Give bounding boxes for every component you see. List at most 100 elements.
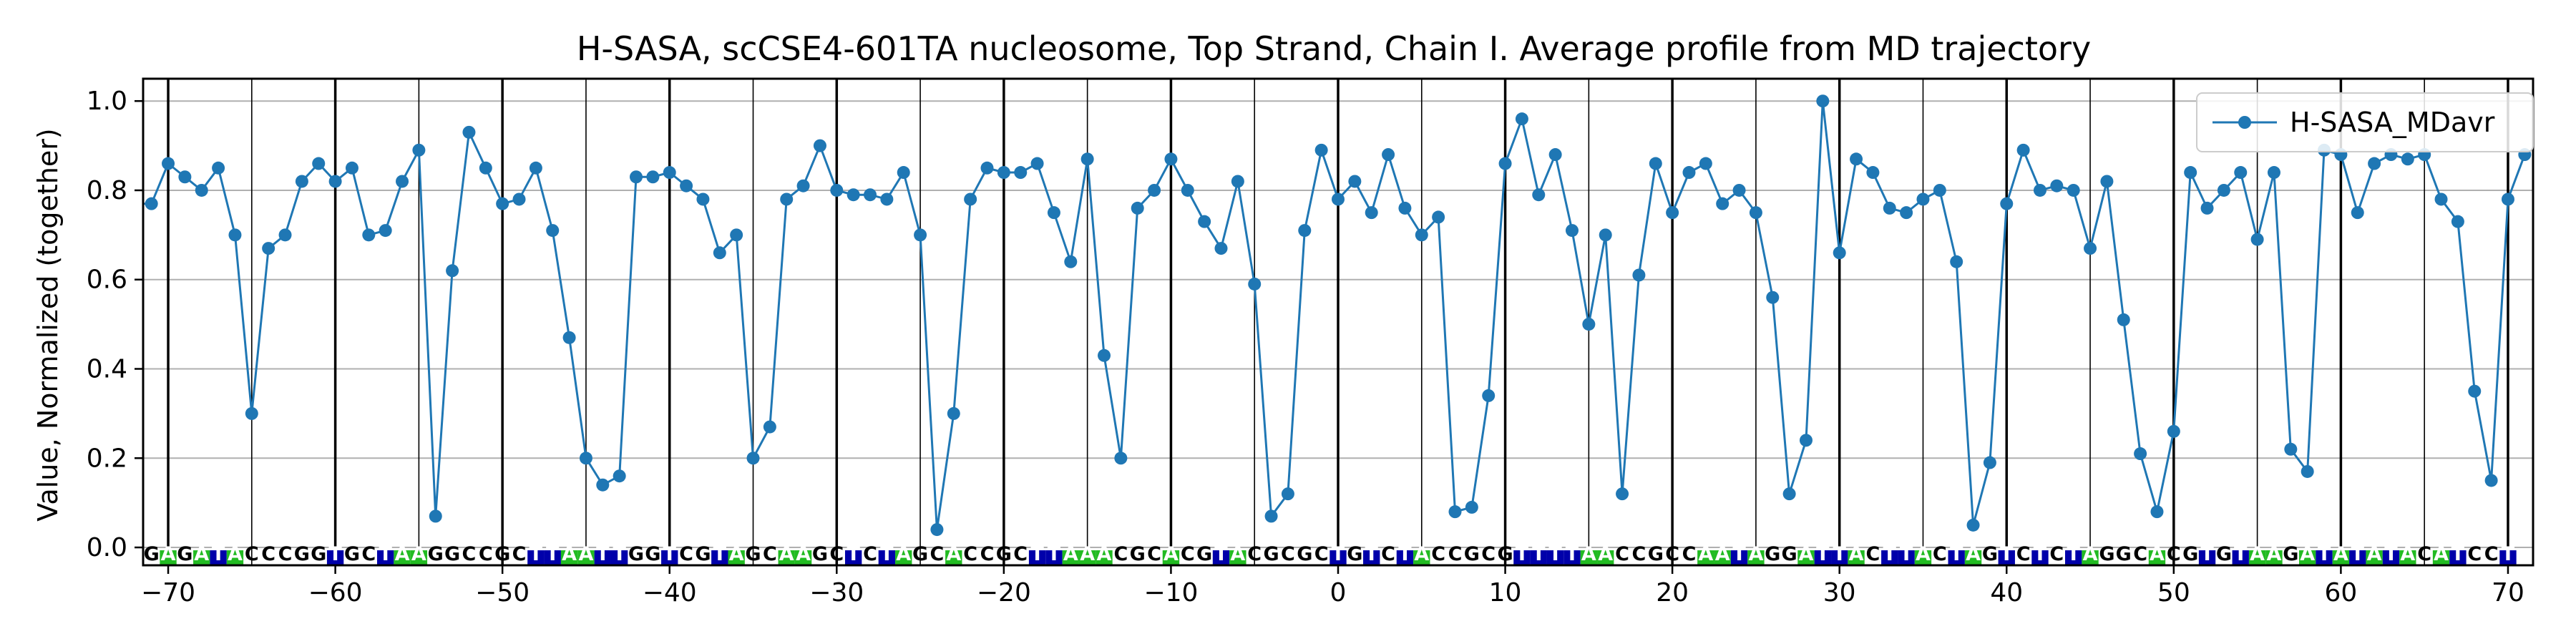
data-point (462, 125, 476, 139)
data-point (1314, 143, 1328, 157)
sequence-base-letter: A (1966, 543, 1981, 565)
data-point (1248, 277, 1262, 291)
data-point (1716, 197, 1729, 210)
data-point (830, 183, 844, 197)
y-axis-label: Value, Normalized (together) (32, 128, 64, 521)
data-point (2100, 175, 2114, 188)
sequence-base-letter: C (1665, 543, 1679, 565)
sequence-base-letter: A (1849, 543, 1864, 565)
data-point (1900, 206, 1913, 220)
sequence-base-box (193, 550, 210, 565)
sequence-base-box (1212, 550, 1230, 565)
data-point (529, 161, 542, 175)
sequence-base-box (326, 550, 344, 565)
data-point (2484, 474, 2498, 487)
sequence-base-letter: T (1950, 543, 1963, 565)
sequence-base-box (1831, 550, 1848, 565)
sequence-base-box (1563, 550, 1581, 565)
sequence-base-box (2082, 550, 2099, 565)
sequence-base-letter: T (2200, 543, 2214, 565)
sequence-base-letter: C (763, 543, 777, 565)
sequence-base-letter: A (562, 543, 577, 565)
sequence-base-letter: G (294, 543, 310, 565)
sequence-base-box (1597, 550, 1614, 565)
sequence-base-letter: T (1214, 543, 1228, 565)
sequence-base-letter: A (1799, 543, 1814, 565)
sequence-base-box (1330, 550, 1347, 565)
sequence-base-letter: A (2267, 543, 2282, 565)
data-point (1264, 509, 1278, 523)
sequence-base-letter: C (1682, 543, 1697, 565)
sequence-base-box (1898, 550, 1915, 565)
sequence-base-box (1797, 550, 1815, 565)
data-point (1766, 291, 1780, 304)
x-tick-label: −40 (643, 578, 697, 608)
data-point (278, 228, 292, 242)
data-point (1666, 206, 1679, 220)
sequence-base-box (844, 550, 862, 565)
sequence-base-box (1848, 550, 1865, 565)
sequence-base-letter: A (1063, 543, 1078, 565)
sequence-base-box (1914, 550, 1932, 565)
sequence-base-letter: C (679, 543, 693, 565)
sequence-base-box (1964, 550, 1982, 565)
sequence-base-letter: C (2049, 543, 2064, 565)
sequence-base-box (945, 550, 962, 565)
sequence-base-letter: C (1431, 543, 1445, 565)
sequence-base-letter: G (1196, 543, 1212, 565)
data-point (914, 228, 927, 242)
sequence-base-box (226, 550, 244, 565)
sequence-base-letter: C (1933, 543, 1947, 565)
sequence-base-letter: G (2116, 543, 2132, 565)
sequence-base-letter: T (2384, 543, 2398, 565)
data-point (312, 157, 326, 170)
data-point (897, 166, 910, 180)
data-point (880, 192, 894, 206)
data-point (2150, 505, 2164, 519)
sequence-base-letter: A (2083, 543, 2098, 565)
sequence-base-letter: A (194, 543, 209, 565)
sequence-base-box (1730, 550, 1748, 565)
sequence-base-box (2332, 550, 2350, 565)
sequence-base-letter: G (177, 543, 192, 565)
x-tick-label: 0 (1330, 578, 1347, 608)
sequence-base-letter: G (628, 543, 644, 565)
sequence-base-letter: G (1263, 543, 1279, 565)
sequence-base-box (577, 550, 595, 565)
sequence-base-letter: G (494, 543, 510, 565)
sequence-base-letter: C (512, 543, 527, 565)
data-point (930, 523, 944, 537)
data-point (1114, 452, 1128, 465)
sequence-base-letter: C (963, 543, 977, 565)
sequence-base-letter: A (395, 543, 410, 565)
data-point (1164, 152, 1178, 166)
sequence-base-letter: T (1883, 543, 1897, 565)
sequence-base-box (210, 550, 227, 565)
sequence-base-letter: C (1448, 543, 1463, 565)
data-point (1649, 157, 1662, 170)
data-point (2200, 201, 2214, 215)
data-point (1432, 210, 1445, 224)
sequence-base-box (1413, 550, 1430, 565)
sequence-base-letter: T (613, 543, 626, 565)
sequence-base-letter: C (245, 543, 259, 565)
sequence-base-box (1948, 550, 1965, 565)
data-point (646, 170, 660, 184)
data-point (1465, 500, 1478, 514)
data-point (212, 161, 225, 175)
sequence-base-box (2148, 550, 2166, 565)
x-tick-label: 50 (2157, 578, 2190, 608)
sequence-base-letter: A (1163, 543, 1179, 565)
sequence-base-letter: C (2484, 543, 2499, 565)
sequence-base-letter: G (2182, 543, 2198, 565)
data-point (1916, 192, 1930, 206)
data-point (596, 478, 610, 492)
data-point (1047, 206, 1060, 220)
sequence-base-box (376, 550, 394, 565)
sequence-base-box (2248, 550, 2266, 565)
sequence-base-letter: T (2318, 543, 2331, 565)
sequence-base-box (1814, 550, 1832, 565)
data-point (1749, 206, 1762, 220)
data-point (1148, 183, 1161, 197)
sequence-base-letter: C (1247, 543, 1262, 565)
